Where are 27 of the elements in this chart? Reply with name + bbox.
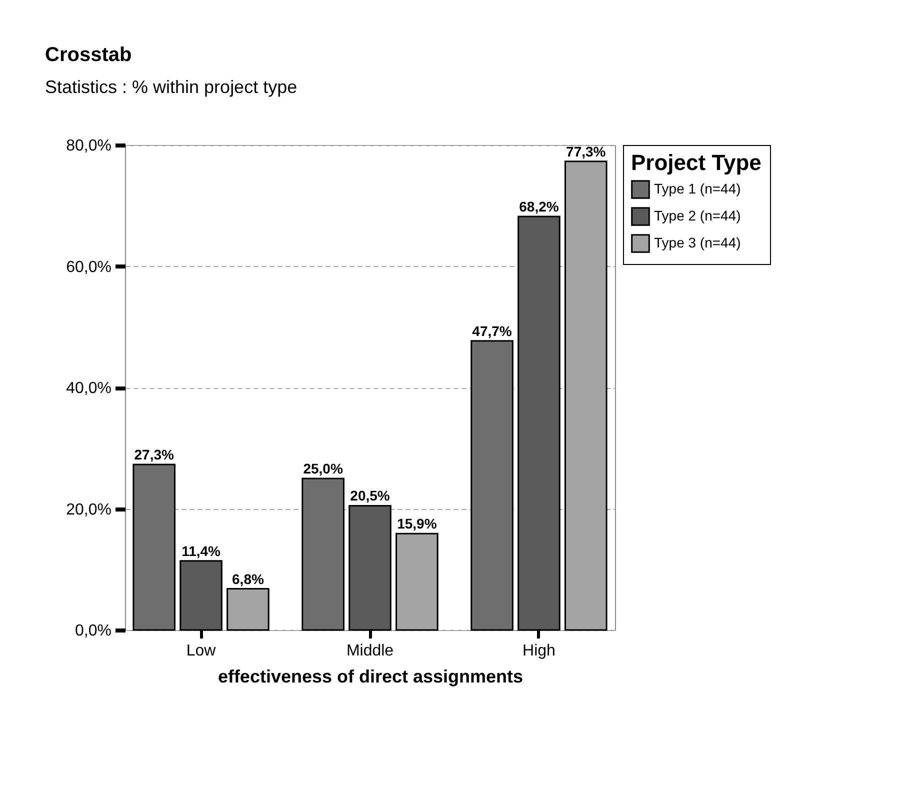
chart-title: Crosstab bbox=[45, 44, 132, 66]
x-tick-label: High bbox=[522, 642, 556, 660]
legend-title: Project Type bbox=[631, 150, 762, 175]
legend-label: Type 1 (n=44) bbox=[654, 180, 741, 196]
x-axis-title: effectiveness of direct assignments bbox=[218, 666, 524, 686]
data-label: 27,3% bbox=[134, 446, 174, 462]
y-tick-label: 60,0% bbox=[66, 258, 112, 276]
legend-label: Type 2 (n=44) bbox=[654, 208, 741, 224]
data-label: 15,9% bbox=[397, 516, 438, 532]
data-label: 6,8% bbox=[232, 570, 264, 587]
data-label: 11,4% bbox=[182, 542, 222, 559]
data-label: 47,7% bbox=[472, 322, 512, 339]
x-tick-label: Low bbox=[186, 642, 216, 660]
chart-subtitle: Statistics : % within project type bbox=[45, 77, 298, 97]
bar bbox=[132, 464, 176, 631]
x-tick-label: Middle bbox=[346, 642, 394, 660]
data-label: 20,5% bbox=[350, 488, 390, 504]
data-label: 68,2% bbox=[519, 198, 560, 215]
legend-label: Type 3 (n=44) bbox=[654, 234, 741, 250]
y-tick-label: 0,0% bbox=[75, 622, 112, 640]
data-label: 77,3% bbox=[566, 143, 606, 160]
y-tick-label: 80,0% bbox=[66, 138, 112, 154]
y-tick-label: 40,0% bbox=[66, 380, 112, 397]
bar bbox=[470, 340, 514, 631]
data-label: 25,0% bbox=[303, 460, 344, 476]
y-tick-label: 20,0% bbox=[66, 501, 112, 518]
bar bbox=[302, 478, 344, 631]
